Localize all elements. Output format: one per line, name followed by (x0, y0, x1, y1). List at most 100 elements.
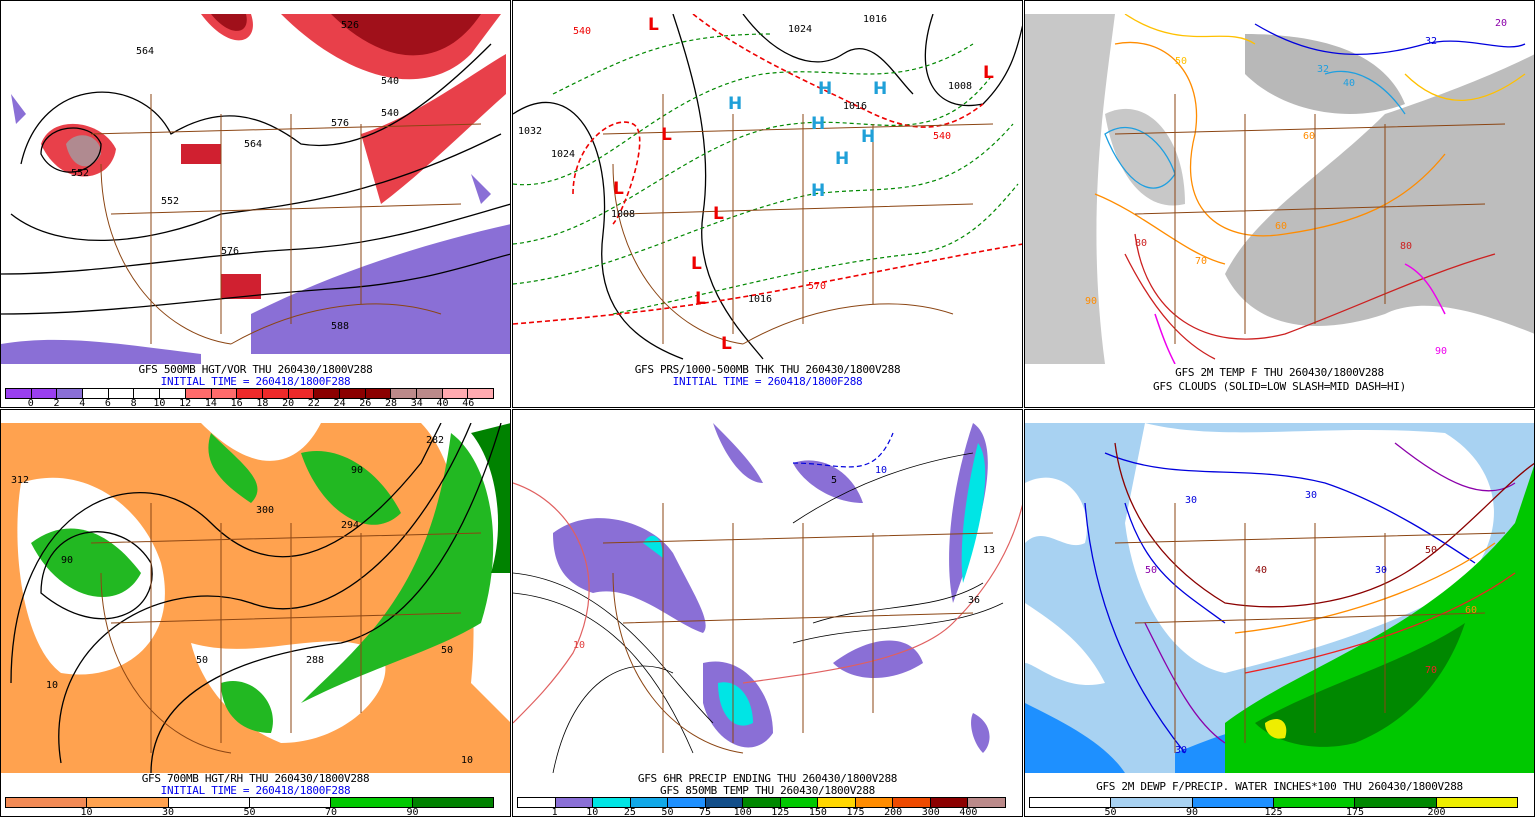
colorbar-segment (1030, 798, 1112, 807)
colorbar-tick-label: 26 (359, 398, 372, 408)
contour-label: 70 (1425, 665, 1437, 676)
contour-label: 1008 (611, 209, 635, 220)
colorbar-segment (1355, 798, 1437, 807)
contour-label: 526 (341, 20, 359, 31)
colorbar-segment (668, 798, 706, 807)
low-pressure-marker: L (648, 15, 659, 35)
colorbar-segment (630, 798, 669, 807)
colorbar-tick-label: 90 (1185, 807, 1199, 817)
contour-label: 50 (196, 655, 208, 666)
contour-label: 294 (341, 520, 359, 531)
colorbar-segment (780, 798, 819, 807)
colorbar-tick-label: 50 (661, 807, 674, 817)
contour-label: 10 (461, 755, 473, 766)
contour-label: 80 (1400, 241, 1412, 252)
colorbar-segment (237, 389, 263, 398)
contour-label: 588 (331, 321, 349, 332)
colorbar (1029, 797, 1518, 808)
colorbar-tick-label: 150 (808, 807, 827, 817)
colorbar-segment (211, 389, 238, 398)
contour-label: 60 (1275, 221, 1287, 232)
contour-label: 90 (351, 465, 363, 476)
contour-label: 20 (1495, 18, 1507, 29)
colorbar-segment (1111, 798, 1193, 807)
contour-label: 564 (244, 139, 262, 150)
panel-6hr-precip-850mb-temp: 10 10 5 13 36 GFS 6HR PRECIP ENDING THU … (512, 409, 1023, 817)
colorbar-tick-label: 1 (551, 807, 558, 817)
colorbar-segment (1436, 798, 1517, 807)
colorbar-tick-label: 10 (80, 807, 93, 817)
colorbar-segment (705, 798, 744, 807)
contour-label: 36 (968, 595, 980, 606)
contour-label: 1024 (788, 24, 812, 35)
colorbar-tick-label: 75 (699, 807, 712, 817)
colorbar-tick-label: 22 (307, 398, 320, 408)
colorbar-segment (442, 389, 469, 398)
colorbar-labels: 50 90 125 175 200 (1029, 808, 1518, 817)
contour-label: 60 (1303, 131, 1315, 142)
low-pressure-marker: L (691, 254, 702, 274)
contour-label: 50 (441, 645, 453, 656)
colorbar-tick-label: 18 (256, 398, 269, 408)
contour-label: 1016 (748, 294, 772, 305)
colorbar-segment (412, 798, 493, 807)
colorbar-segment (930, 798, 969, 807)
map-pressure-thickness: H H H H H H H L L L L L L L L 1032 1024 … (513, 14, 1022, 360)
colorbar-tick-label: 2 (53, 398, 60, 408)
colorbar-tick-label: 10 (586, 807, 599, 817)
colorbar-tick-label: 175 (846, 807, 865, 817)
colorbar-tick-label: 200 (884, 807, 903, 817)
panel-subtitle: GFS 850MB TEMP THU 260430/1800V288 (660, 784, 875, 797)
colorbar-tick-label: 300 (921, 807, 940, 817)
colorbar-labels: 0 2 4 6 8 10 12 14 16 18 20 22 24 26 28 34 40 46 (5, 399, 494, 408)
colorbar-segment (555, 798, 594, 807)
map-700mb-rh: 312 300 294 288 282 10 50 90 90 50 10 (1, 423, 510, 773)
contour-label: 32 (1425, 36, 1437, 47)
colorbar-tick-label: 8 (130, 398, 137, 408)
contour-label: 570 (808, 281, 826, 292)
colorbar-segment (31, 389, 58, 398)
contour-label: 312 (11, 475, 29, 486)
colorbar-tick-label: 50 (243, 807, 256, 817)
contour-label: 540 (933, 131, 951, 142)
contour-label: 1016 (843, 101, 867, 112)
colorbar-segment (134, 389, 161, 398)
colorbar-segment (249, 798, 332, 807)
contour-label: 80 (1135, 238, 1147, 249)
contour-label: 70 (1195, 256, 1207, 267)
colorbar-segment (743, 798, 781, 807)
contour-label: 10 (573, 640, 585, 651)
colorbar-segment (1273, 798, 1356, 807)
panel-title: GFS 2M TEMP F THU 260430/1800V288 (1175, 366, 1384, 379)
high-pressure-marker: H (811, 114, 825, 134)
colorbar-segment (57, 389, 84, 398)
panel-2m-dewp-precip-water: 30 30 30 30 40 50 50 60 70 GFS 2M DEWP F… (1024, 409, 1535, 817)
colorbar-tick-label: 200 (1427, 807, 1446, 817)
colorbar-segment (185, 389, 212, 398)
panel-title: GFS 2M DEWP F/PRECIP. WATER INCHES*100 T… (1096, 780, 1463, 793)
contour-label: 576 (331, 118, 349, 129)
panel-title: GFS 6HR PRECIP ENDING THU 260430/1800V28… (637, 772, 898, 785)
contour-label: 30 (1175, 745, 1187, 756)
colorbar-tick-label: 20 (282, 398, 295, 408)
contour-label: 13 (983, 545, 995, 556)
panel-subtitle: GFS CLOUDS (SOLID=LOW SLASH=MID DASH=HI) (1153, 380, 1406, 393)
panel-pressure-thickness: H H H H H H H L L L L L L L L 1032 1024 … (512, 0, 1023, 408)
colorbar-labels: 10 30 50 70 90 (5, 808, 494, 817)
colorbar-segment (468, 389, 494, 398)
contour-label: 90 (61, 555, 73, 566)
panel-title: GFS 500MB HGT/VOR THU 260430/1800V288 (138, 363, 373, 376)
contour-label: 30 (1375, 565, 1387, 576)
contour-label: 540 (381, 76, 399, 87)
panel-700mb-hgt-rh: 312 300 294 288 282 10 50 90 90 50 10 GF… (0, 409, 511, 817)
colorbar-tick-label: 10 (153, 398, 166, 408)
contour-label: 90 (1085, 296, 1097, 307)
contour-label: 40 (1255, 565, 1267, 576)
map-500mb-vorticity: 526 540 552 564 564 576 576 588 540 552 (1, 14, 510, 364)
colorbar-tick-label: 100 (733, 807, 752, 817)
colorbar-tick-label: 46 (462, 398, 475, 408)
high-pressure-marker: H (861, 127, 875, 147)
low-pressure-marker: L (721, 334, 732, 354)
contour-label: 5 (831, 475, 837, 486)
contour-label: 1016 (863, 14, 887, 25)
